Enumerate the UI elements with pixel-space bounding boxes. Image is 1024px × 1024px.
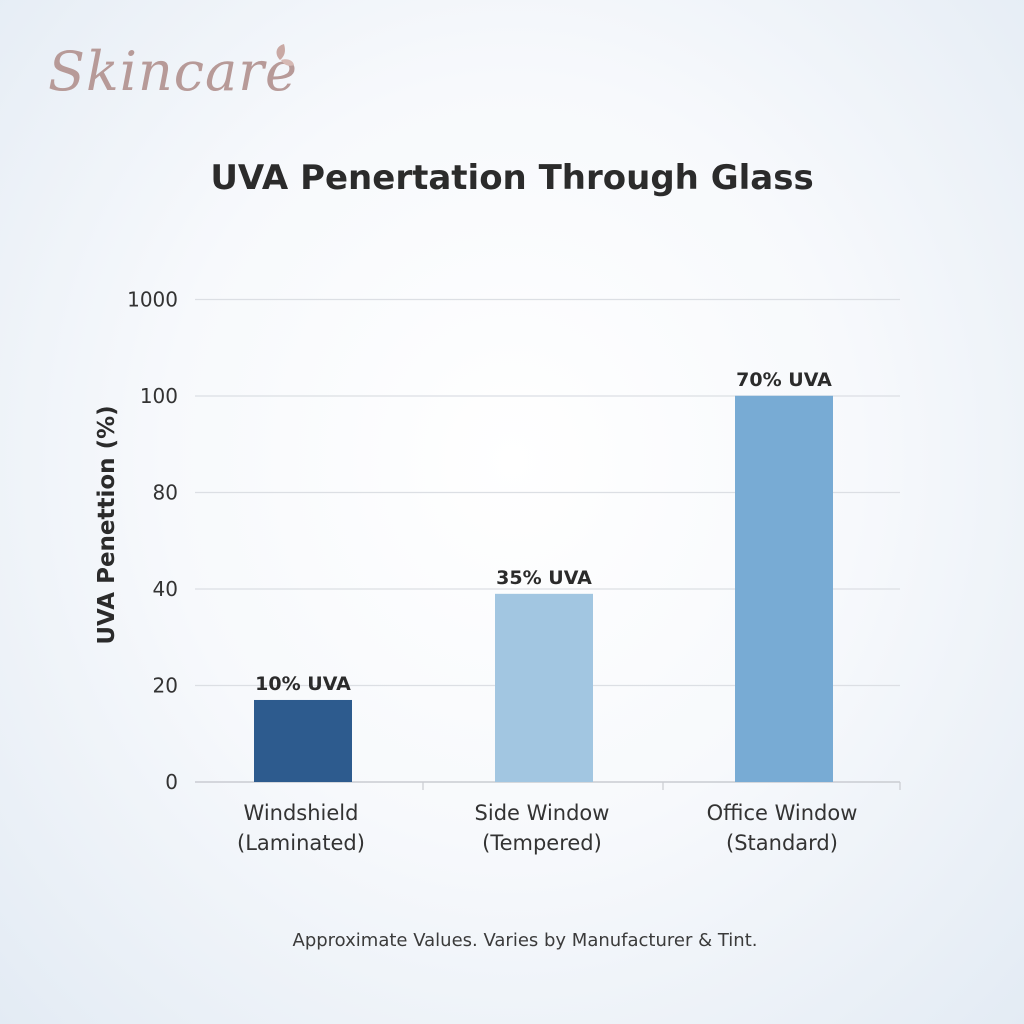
bar	[495, 593, 593, 782]
y-tick-label: 1000	[127, 288, 178, 312]
x-tick-label: Side Window	[475, 801, 610, 825]
bar	[735, 395, 833, 782]
chart-footnote: Approximate Values. Varies by Manufactur…	[292, 930, 758, 951]
brand-logo: Skincare	[48, 36, 348, 116]
chart-title: UVA Penertation Through Glass	[210, 158, 814, 198]
y-tick-label: 100	[140, 384, 178, 408]
x-tick-label: (Laminated)	[237, 831, 365, 855]
y-axis-label: UVA Penettion (%)	[94, 405, 120, 644]
data-label: 70% UVA	[736, 369, 832, 391]
logo-text: Skincare	[48, 40, 298, 103]
x-tick-label: Office Window	[707, 801, 858, 825]
x-tick-label: (Tempered)	[482, 831, 602, 855]
data-label: 35% UVA	[496, 567, 592, 589]
bar	[254, 699, 352, 782]
data-label: 10% UVA	[255, 673, 351, 695]
x-tick-label: Windshield	[244, 801, 359, 825]
y-tick-label: 80	[153, 481, 178, 505]
leaf-icon	[276, 44, 294, 66]
y-tick-label: 0	[165, 770, 178, 794]
y-tick-label: 20	[153, 674, 178, 698]
y-tick-label: 40	[153, 577, 178, 601]
x-tick-label: (Standard)	[726, 831, 838, 855]
